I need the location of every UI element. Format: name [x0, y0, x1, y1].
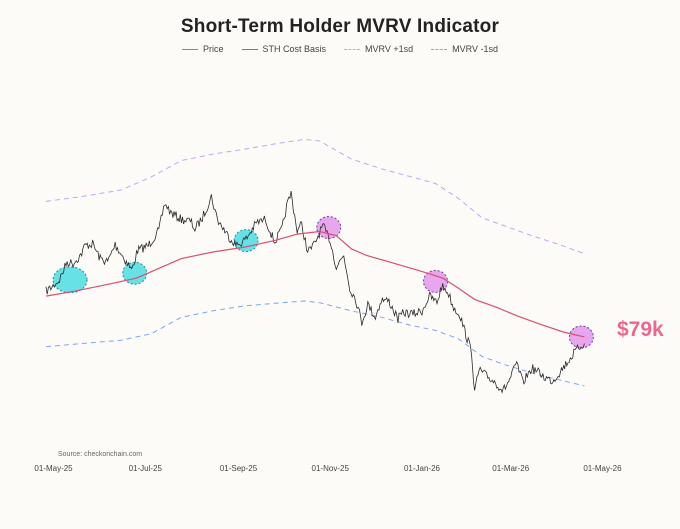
legend-item-sth-cost-basis: STH Cost Basis: [241, 44, 327, 54]
x-tick-label-7: 01-May-26: [583, 464, 622, 473]
x-tick-label-2: 01-Jul-25: [129, 464, 163, 473]
legend-label-price: Price: [203, 44, 224, 54]
legend: Price STH Cost Basis MVRV +1sd MVRV -1sd: [0, 44, 680, 54]
x-tick-label-3: 01-Sep-25: [220, 464, 258, 473]
series-line-price: [45, 190, 585, 394]
sth-line-group: [45, 230, 585, 338]
series-line-mvrv-minus-1sd: [45, 300, 585, 387]
series-line-sth-cost-basis: [45, 230, 585, 338]
legend-label-mvrv-plus-1sd: MVRV +1sd: [365, 44, 414, 54]
x-tick-label-5: 01-Jan-26: [404, 464, 441, 473]
chart-title: Short-Term Holder MVRV Indicator: [180, 16, 500, 37]
x-tick-label-6: 01-Mar-26: [492, 464, 529, 473]
x-axis: 01-May-25 01-Jul-25 01-Sep-25 01-Nov-25 01-J…: [34, 464, 622, 473]
price-callout: $79k: [617, 318, 664, 341]
legend-label-mvrv-minus-1sd: MVRV -1sd: [452, 44, 498, 54]
legend-swatch-mvrv-plus-1sd: [344, 48, 361, 50]
x-tick-label-4: 01-Nov-25: [312, 464, 350, 473]
source-note: Source: checkonchain.com: [58, 451, 143, 458]
highlight-purple-6: [568, 325, 594, 349]
highlight-cyan-2: [122, 261, 148, 285]
band-lines: [45, 138, 585, 387]
legend-swatch-sth-cost-basis: [241, 48, 258, 50]
legend-item-mvrv-plus-1sd: MVRV +1sd: [344, 44, 413, 54]
legend-item-price: Price: [182, 44, 224, 54]
highlight-cyan-1: [52, 266, 88, 294]
highlight-cyan-3: [233, 229, 259, 253]
legend-swatch-price: [182, 48, 198, 50]
highlight-markers: [52, 216, 594, 349]
legend-item-mvrv-minus-1sd: MVRV -1sd: [431, 44, 498, 54]
legend-label-sth-cost-basis: STH Cost Basis: [262, 44, 327, 54]
series-line-mvrv-plus1sd: [45, 138, 585, 255]
legend-swatch-mvrv-minus-1sd: [431, 48, 448, 50]
x-tick-label-1: 01-May-25: [34, 464, 73, 473]
price-line-group: [45, 190, 585, 394]
